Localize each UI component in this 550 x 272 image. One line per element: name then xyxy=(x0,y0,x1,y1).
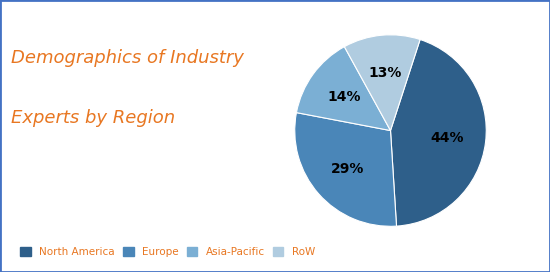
Wedge shape xyxy=(296,47,390,131)
Text: 14%: 14% xyxy=(327,90,361,104)
Wedge shape xyxy=(295,113,397,226)
Text: 44%: 44% xyxy=(431,131,464,145)
Wedge shape xyxy=(390,39,486,226)
Text: Demographics of Industry: Demographics of Industry xyxy=(11,49,244,67)
Text: 29%: 29% xyxy=(331,162,364,175)
Legend: North America, Europe, Asia-Pacific, RoW: North America, Europe, Asia-Pacific, RoW xyxy=(16,243,319,261)
Text: 13%: 13% xyxy=(368,66,402,80)
Wedge shape xyxy=(344,35,420,131)
Text: Experts by Region: Experts by Region xyxy=(11,109,175,127)
